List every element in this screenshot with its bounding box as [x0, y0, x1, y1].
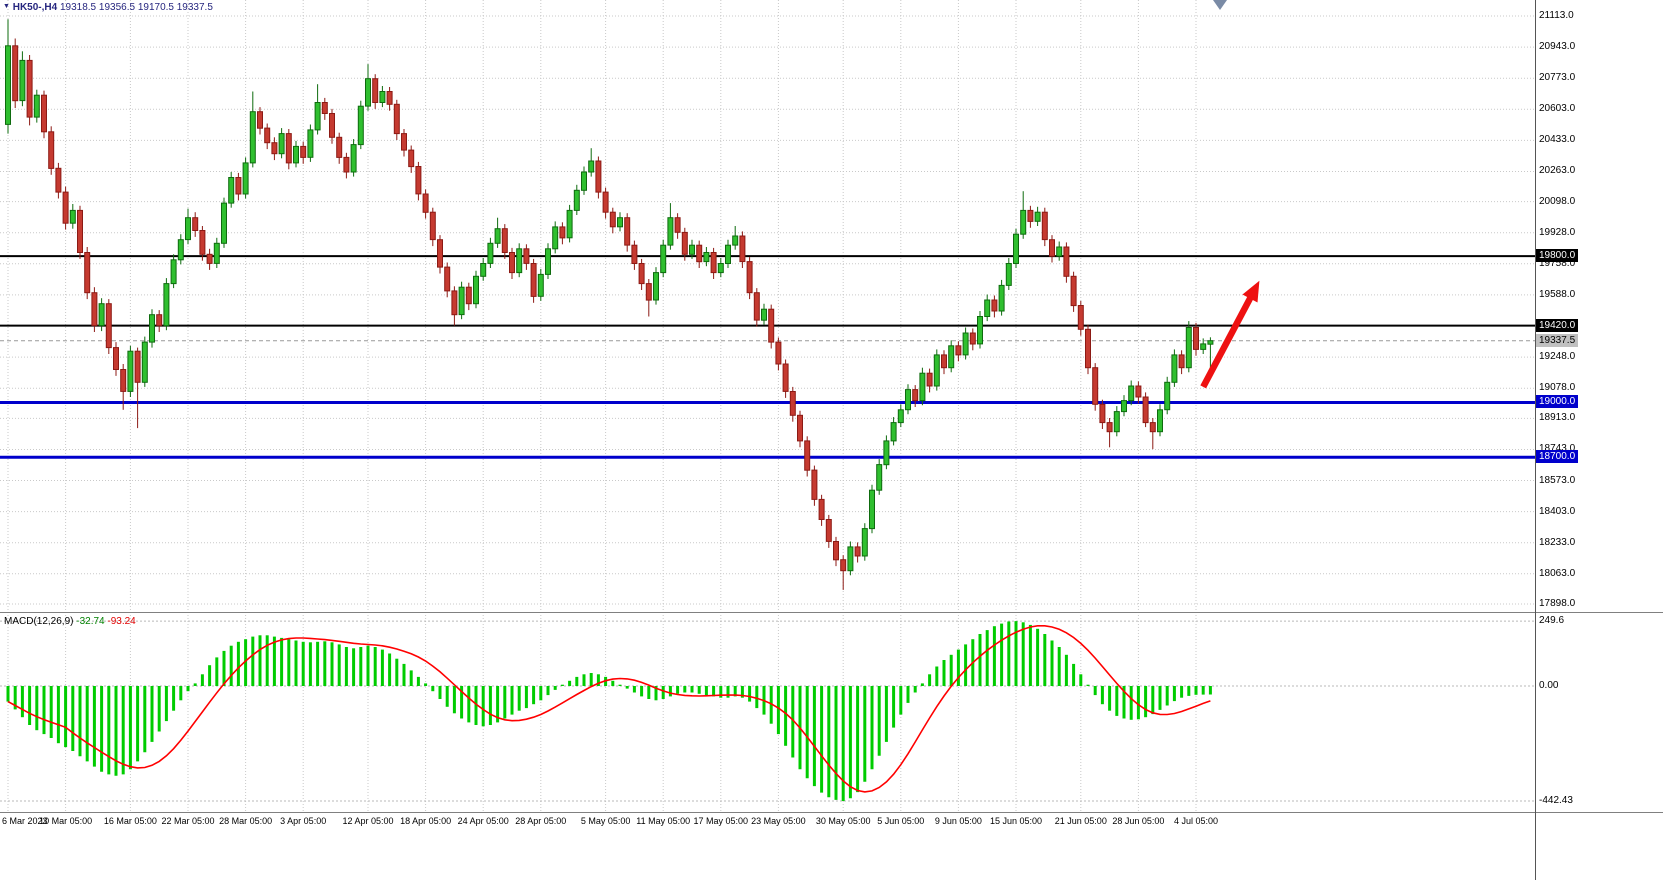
time-axis-label: 18 Apr 05:00	[400, 816, 452, 826]
time-axis-label: 28 Apr 05:00	[515, 816, 567, 826]
macd-name: MACD(12,26,9)	[4, 616, 74, 627]
price-axis-label: 19928.0	[1539, 226, 1576, 238]
time-axis-label: 16 Mar 05:00	[103, 816, 157, 826]
time-axis-label: 10 Mar 05:00	[39, 816, 93, 826]
time-axis-label: 6 Mar 2023	[2, 816, 48, 826]
level-price-label: 18700.0	[1536, 450, 1579, 464]
price-axis-label: 20603.0	[1539, 103, 1576, 115]
price-axis-label: 20943.0	[1539, 41, 1576, 53]
price-axis-label: 19248.0	[1539, 351, 1576, 363]
price-axis-label: 18063.0	[1539, 567, 1576, 579]
level-price-label: 19800.0	[1536, 249, 1579, 263]
trend-arrow[interactable]	[1200, 280, 1260, 389]
main-macd-separator[interactable]	[0, 612, 1663, 613]
macd-signal-line	[7, 624, 1211, 793]
candles	[5, 19, 1214, 590]
time-axis-label: 11 May 05:00	[636, 816, 691, 826]
chart-header: ▼ HK50-,H4 19318.5 19356.5 19170.5 19337…	[3, 2, 213, 13]
time-axis-label: 5 Jun 05:00	[877, 816, 925, 826]
level-price-label: 19420.0	[1536, 318, 1579, 332]
price-axis-label: 20433.0	[1539, 134, 1576, 146]
macd-axis-label: 0.00	[1539, 680, 1559, 691]
price-axis-separator	[1535, 0, 1536, 880]
price-axis-label: 20773.0	[1539, 72, 1576, 84]
macd-timeaxis-separator[interactable]	[0, 812, 1663, 813]
time-axis-label: 21 Jun 05:00	[1054, 816, 1107, 826]
price-axis-label: 19078.0	[1539, 382, 1576, 394]
chart-menu-arrow-icon[interactable]: ▼	[3, 3, 10, 10]
price-axis-label: 19758.0	[1539, 257, 1576, 269]
time-axis-label: 5 May 05:00	[580, 816, 631, 826]
time-axis-label: 15 Jun 05:00	[989, 816, 1043, 826]
price-axis-label: 18403.0	[1539, 505, 1576, 517]
time-axis-label: 30 May 05:00	[815, 816, 871, 826]
time-axis-label: 28 Jun 05:00	[1112, 816, 1165, 826]
chart-symbol-period: HK50-,H4	[12, 2, 58, 13]
chart-ohlc-values: 19318.5 19356.5 19170.5 19337.5	[59, 2, 213, 13]
macd-main-value: -32.74	[76, 616, 105, 627]
bid-price-label: 19337.5	[1536, 333, 1579, 347]
time-axis-label: 12 Apr 05:00	[342, 816, 394, 826]
price-axis-label: 20263.0	[1539, 165, 1576, 177]
price-axis-label: 19588.0	[1539, 288, 1576, 300]
price-axis-label: 18913.0	[1539, 412, 1576, 424]
price-axis-label: 17898.0	[1539, 598, 1576, 609]
time-axis-label: 17 May 05:00	[693, 816, 749, 826]
price-axis-label: 18573.0	[1539, 474, 1576, 486]
time-axis-label: 28 Mar 05:00	[219, 816, 273, 826]
price-axis-label: 18743.0	[1539, 443, 1576, 455]
horizontal-level-lines[interactable]	[0, 255, 1535, 459]
macd-axis-label: 249.6	[1539, 615, 1565, 627]
time-axis-label: 3 Apr 05:00	[280, 816, 327, 826]
time-axis-label: 22 Mar 05:00	[161, 816, 215, 826]
time-axis-label: 9 Jun 05:00	[934, 816, 982, 826]
macd-axis-label: -442.43	[1539, 795, 1573, 807]
price-axis-label: 20098.0	[1539, 195, 1576, 207]
time-axis-label: 4 Jul 05:00	[1173, 816, 1219, 826]
level-price-label: 19000.0	[1536, 395, 1579, 409]
macd-indicator-label: MACD(12,26,9) -32.74 -93.24	[4, 616, 136, 627]
price-axis-label: 21113.0	[1539, 10, 1574, 21]
chart-shift-marker-icon[interactable]	[1213, 0, 1227, 10]
macd-signal-value: -93.24	[107, 616, 136, 627]
time-axis-label: 23 May 05:00	[751, 816, 806, 826]
grid-lines	[0, 0, 1535, 812]
time-axis-label: 24 Apr 05:00	[457, 816, 509, 826]
price-axis-label: 18233.0	[1539, 536, 1576, 548]
